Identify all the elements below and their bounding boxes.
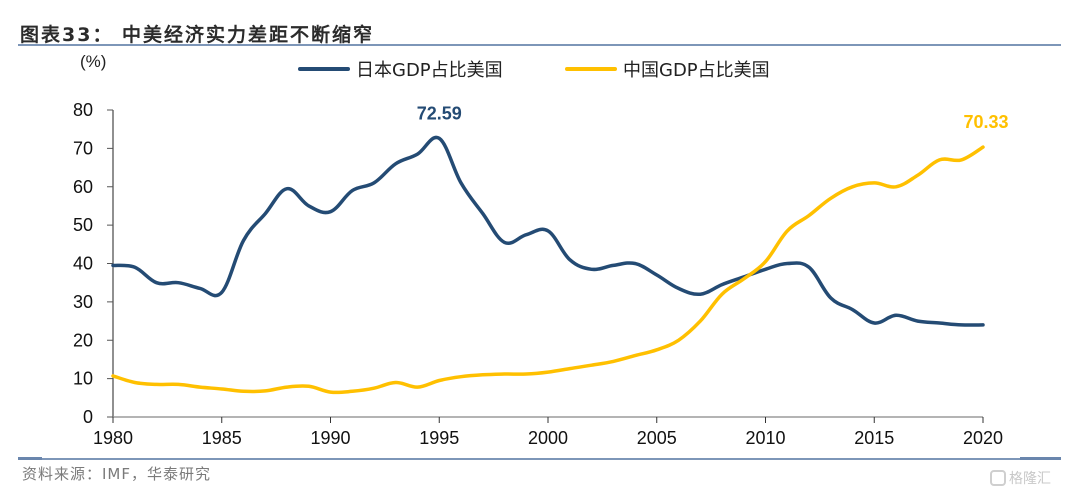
y-tick-label: 60 [73,177,93,197]
y-tick-label: 70 [73,138,93,158]
y-tick-label: 30 [73,292,93,312]
data-labels: 72.59 70.33 [417,103,1009,132]
legend-label-japan: 日本GDP占比美国 [356,60,503,81]
source-note: 资料来源：IMF，华泰研究 [22,465,211,483]
y-tick-label: 10 [73,369,93,389]
chart-title: 图表33： 中美经济实力差距不断缩窄 [20,24,375,46]
x-tick-label: 2000 [528,428,568,448]
footer-divider [18,458,1061,460]
x-tick-label: 2010 [745,428,785,448]
series-lines [111,135,985,395]
legend-item-china: 中国GDP占比美国 [565,56,770,82]
watermark-logo-icon [990,470,1006,486]
x-tick-label: 1995 [419,428,459,448]
y-tick-label: 80 [73,100,93,120]
data-label-japan-peak: 72.59 [417,103,462,123]
legend-item-japan: 日本GDP占比美国 [298,56,503,82]
x-tick-label: 2020 [963,428,1003,448]
x-tick-label: 1990 [310,428,350,448]
legend-swatch-china [565,67,617,71]
title-divider [18,44,1061,46]
x-tick-label: 1985 [202,428,242,448]
x-tick-label: 2005 [637,428,677,448]
legend-label-china: 中国GDP占比美国 [623,60,770,81]
y-tick-label: 20 [73,330,93,350]
footer-divider-accent-right [1020,457,1061,460]
series-line-china [111,145,985,395]
data-label-china-latest: 70.33 [963,112,1008,132]
axes: 0 10 20 30 40 50 60 70 80 1980 1985 1990 1995 2000 200… [73,100,1003,448]
x-tick-label: 1980 [93,428,133,448]
watermark-text: 格隆汇 [1009,471,1051,487]
y-tick-label: 50 [73,215,93,235]
series-line-japan [111,135,985,327]
footer-divider-accent-left [18,457,42,460]
y-axis-unit-label: (%) [80,52,107,71]
legend-swatch-japan [298,67,350,71]
watermark: 格隆汇 [990,468,1051,488]
x-tick-label: 2015 [854,428,894,448]
y-tick-label: 0 [83,407,93,427]
y-tick-label: 40 [73,254,93,274]
